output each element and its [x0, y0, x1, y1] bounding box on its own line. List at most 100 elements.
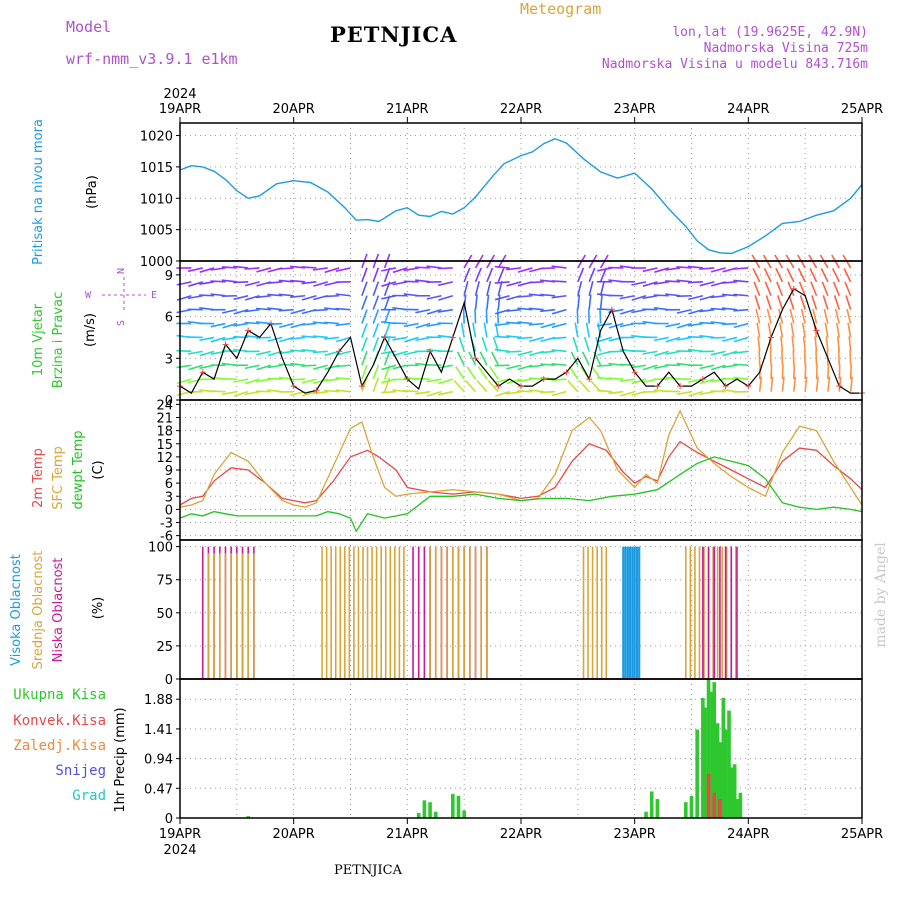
- wind-barb: [233, 265, 249, 269]
- wind-barb: [755, 308, 761, 324]
- mid-cloud-axis-title: Srednja Oblacnost: [31, 551, 46, 670]
- wind-barb: [199, 267, 215, 273]
- wind-barb: [812, 308, 818, 324]
- precip-legend-item: Konvek.Kisa: [13, 713, 106, 729]
- wind-barb: [849, 376, 853, 392]
- wind-barb: [313, 364, 328, 370]
- wind-barb: [324, 350, 340, 357]
- wind-barb: [486, 281, 492, 296]
- high-cloud-axis-title: Visoka Oblacnost: [9, 554, 24, 666]
- precip-bar: [723, 729, 728, 818]
- wind-barb: [804, 376, 808, 392]
- wind-barb: [335, 307, 351, 311]
- wind-barb: [392, 267, 408, 274]
- wind-barb: [486, 294, 490, 310]
- wind-barb: [403, 322, 419, 328]
- wind-gust-marker: [563, 369, 570, 376]
- wind-barb: [631, 364, 647, 369]
- wind-gust-marker: [722, 383, 729, 390]
- wind-barb: [187, 294, 203, 300]
- wind-barb: [517, 267, 533, 273]
- wind-barb: [540, 267, 556, 270]
- wind-barb: [721, 281, 738, 284]
- wind-barb: [456, 351, 465, 366]
- wind-barb: [301, 349, 317, 353]
- wind-barb: [278, 322, 294, 329]
- wind-barb: [710, 294, 726, 299]
- wind-barb: [199, 336, 215, 342]
- wind-barb: [757, 336, 761, 352]
- wind-barb: [814, 336, 818, 352]
- wind-barb: [710, 364, 726, 371]
- wind-barb: [596, 389, 613, 393]
- wind-barb: [312, 321, 328, 325]
- wind-barb: [383, 377, 391, 392]
- wind-barb: [453, 379, 465, 393]
- precip-axis-title: 1hr Precip (mm): [113, 707, 128, 812]
- y-tick-label: 3: [165, 352, 173, 367]
- wind-barb: [290, 294, 306, 298]
- wind-barb: [687, 335, 703, 339]
- wind-barb: [687, 281, 703, 284]
- wind-barb: [764, 281, 772, 297]
- wind-barb: [335, 336, 351, 343]
- wind-barb: [256, 350, 272, 356]
- wind-barb: [256, 364, 272, 371]
- x-tick-label-bottom: 24APR: [727, 827, 769, 842]
- y-tick-label: 1020: [140, 130, 173, 145]
- wind-barb: [392, 322, 408, 325]
- wind-barb-field: [176, 253, 853, 397]
- wind-barb: [766, 308, 772, 324]
- wind-barb: [361, 281, 368, 297]
- wind-gust-marker: [245, 327, 252, 334]
- precip-bar: [712, 792, 717, 818]
- wind-barb: [790, 322, 795, 338]
- wind-barb: [733, 293, 749, 297]
- precip-bar: [689, 795, 694, 818]
- wind-barb: [770, 364, 773, 380]
- wind-barb: [528, 307, 544, 311]
- wind-barb: [849, 364, 852, 380]
- wind-barb: [608, 377, 624, 380]
- wind-barb: [710, 378, 726, 383]
- wind-barb: [551, 265, 567, 269]
- wind-barb: [710, 267, 726, 273]
- wind-barb: [188, 281, 203, 287]
- precip-legend-item: Snijeg: [55, 763, 106, 779]
- wind-barb: [676, 266, 692, 269]
- wind-barb: [301, 294, 317, 301]
- wind-barb: [733, 363, 749, 367]
- wind-barb: [528, 322, 544, 326]
- y-tick-label: 9: [165, 464, 173, 479]
- precip-bar: [715, 723, 720, 818]
- wind-barb: [372, 309, 380, 324]
- wind-barb: [585, 322, 590, 338]
- wind-barb: [255, 294, 272, 299]
- x-tick-label-bottom: 23APR: [614, 827, 656, 842]
- wind-barb: [699, 378, 715, 385]
- wind-barb: [324, 378, 340, 382]
- wind-barb: [798, 281, 806, 297]
- wind-barb: [631, 294, 647, 301]
- wind-barb: [699, 308, 715, 313]
- wind-barb: [815, 350, 818, 366]
- precip-bar: [727, 710, 731, 818]
- y-tick-label: 0: [165, 394, 173, 409]
- wind-barb: [733, 336, 749, 343]
- wind-gust-marker: [404, 376, 411, 383]
- wind-barb: [528, 364, 544, 368]
- wind-barb: [244, 308, 260, 313]
- wind-barb: [848, 336, 852, 352]
- station-title: PETNJICA: [330, 22, 458, 47]
- y-tick-label: 0: [165, 503, 173, 518]
- wind-barb: [733, 267, 749, 270]
- wind-barb: [577, 294, 581, 310]
- wind-barb: [361, 295, 368, 310]
- pressure-axis-unit: (hPa): [85, 175, 100, 209]
- pressure-line: [179, 137, 863, 255]
- wind-barb: [653, 281, 669, 285]
- wind-barb: [361, 337, 368, 352]
- wind-barb: [665, 390, 681, 393]
- wind-barb: [721, 377, 738, 380]
- wind-barb: [361, 364, 368, 380]
